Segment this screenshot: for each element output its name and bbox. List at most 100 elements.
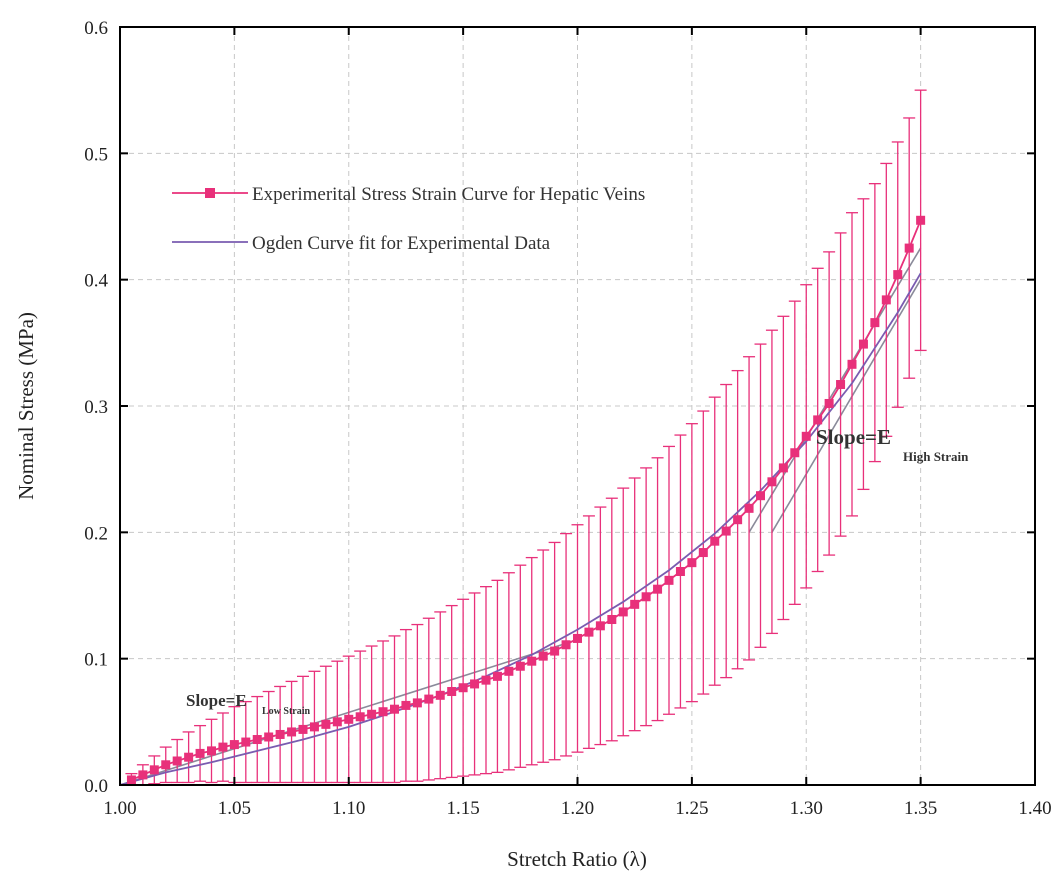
- slope-tangent-line: [771, 279, 922, 533]
- annotation-high-sub: High Strain: [903, 449, 969, 464]
- annotation-high-strain: Slope=E High Strain: [816, 425, 969, 464]
- experimental-point: [172, 756, 182, 766]
- y-tick-label: 0.4: [84, 271, 108, 292]
- experimental-point: [309, 722, 319, 732]
- y-tick-label: 0.3: [84, 397, 108, 418]
- experimental-point: [344, 714, 354, 724]
- experimental-point: [527, 656, 537, 666]
- x-tick-label: 1.00: [103, 798, 136, 819]
- experimental-point: [618, 607, 628, 617]
- experimental-point: [584, 627, 594, 637]
- experimental-point: [241, 737, 251, 747]
- experimental-point: [332, 717, 342, 727]
- experimental-point: [607, 615, 617, 625]
- experimental-point: [470, 679, 480, 689]
- experimental-point: [630, 599, 640, 609]
- experimental-line: [131, 219, 922, 781]
- experimental-point: [458, 683, 468, 693]
- legend-label-ogden: Ogden Curve fit for Experimental Data: [252, 233, 551, 254]
- experimental-point: [733, 515, 743, 525]
- legend: Experimerital Stress Strain Curve for He…: [172, 184, 645, 254]
- experimental-point: [195, 748, 205, 758]
- x-tick-label: 1.30: [790, 798, 823, 819]
- experimental-point: [447, 687, 457, 697]
- y-axis-title: Nominal Stress (MPa): [14, 312, 38, 500]
- legend-label-experimental: Experimerital Stress Strain Curve for He…: [252, 184, 645, 205]
- experimental-point: [161, 760, 171, 770]
- annotation-low-main: Slope=E: [186, 691, 247, 710]
- x-tick-label: 1.20: [561, 798, 594, 819]
- experimental-point: [492, 671, 502, 681]
- annotation-high-main: Slope=E: [816, 425, 891, 449]
- experimental-point: [298, 724, 308, 734]
- y-tick-label: 0.6: [84, 18, 108, 39]
- experimental-point: [550, 646, 560, 656]
- experimental-point: [412, 698, 422, 708]
- experimental-point: [778, 463, 788, 473]
- annotation-low-sub: Low Strain: [262, 706, 311, 717]
- experimental-point: [264, 732, 274, 742]
- experimental-point: [756, 491, 765, 501]
- experimental-point: [229, 740, 239, 750]
- experimental-point: [401, 700, 411, 710]
- experimental-point: [698, 548, 708, 558]
- experimental-point: [904, 243, 914, 253]
- ogden-fit-line: [119, 272, 922, 786]
- x-tick-label: 1.40: [1018, 798, 1051, 819]
- experimental-point: [149, 765, 159, 775]
- experimental-point: [801, 431, 811, 441]
- x-tick-label: 1.05: [218, 798, 251, 819]
- experimental-point: [424, 694, 434, 704]
- experimental-point: [767, 477, 777, 487]
- experimental-series: [126, 215, 926, 785]
- experimental-point: [881, 295, 891, 305]
- experimental-point: [561, 640, 571, 650]
- x-axis-title: Stretch Ratio (λ): [507, 847, 647, 871]
- annotation-low-strain: Slope=E Low Strain: [186, 691, 311, 717]
- y-tick-label: 0.1: [84, 650, 108, 671]
- experimental-point: [916, 215, 926, 225]
- experimental-point: [573, 633, 582, 643]
- experimental-point: [367, 709, 377, 719]
- experimental-point: [836, 380, 846, 390]
- experimental-point: [504, 666, 514, 676]
- experimental-point: [595, 621, 605, 631]
- experimental-point: [355, 712, 365, 722]
- experimental-point: [847, 359, 857, 369]
- experimental-point: [687, 558, 697, 568]
- experimental-point: [435, 690, 445, 700]
- experimental-point: [710, 536, 720, 546]
- experimental-point: [893, 270, 903, 280]
- ogden-series: [119, 272, 922, 786]
- experimental-point: [744, 503, 754, 513]
- experimental-point: [218, 742, 228, 752]
- legend-marker-experimental: [205, 188, 215, 198]
- experimental-point: [378, 707, 388, 717]
- experimental-point: [653, 584, 663, 594]
- x-tick-label: 1.35: [904, 798, 937, 819]
- y-tick-label: 0.5: [84, 144, 108, 165]
- experimental-point: [858, 339, 868, 349]
- y-tick-label: 0.0: [84, 776, 108, 797]
- experimental-point: [664, 575, 674, 585]
- x-tick-label: 1.25: [675, 798, 708, 819]
- slope-tangent-line: [748, 247, 922, 533]
- experimental-point: [207, 746, 216, 756]
- experimental-point: [515, 661, 525, 671]
- experimental-point: [184, 752, 194, 762]
- experimental-point: [126, 775, 136, 785]
- x-tick-label: 1.10: [332, 798, 365, 819]
- experimental-point: [138, 770, 148, 780]
- experimental-point: [481, 675, 491, 685]
- experimental-point: [287, 727, 297, 737]
- ticks: 1.00 1.05 1.10 1.15 1.20 1.25 1.30 1.35 1.40 0.0 0…: [84, 18, 1051, 819]
- experimental-point: [538, 651, 548, 661]
- x-tick-label: 1.15: [447, 798, 480, 819]
- experimental-point: [252, 735, 262, 745]
- experimental-point: [275, 729, 285, 739]
- experimental-point: [721, 526, 731, 536]
- experimental-point: [813, 415, 823, 425]
- experimental-point: [790, 448, 800, 458]
- experimental-point: [870, 318, 880, 328]
